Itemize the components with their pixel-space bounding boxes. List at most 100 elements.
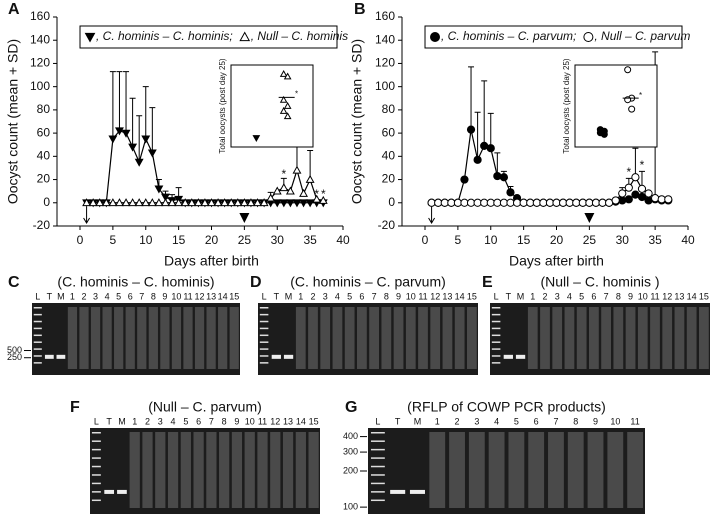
ladder-band [259, 348, 269, 350]
y-tick-label: 100 [30, 79, 50, 93]
x-tick-label: 15 [517, 233, 531, 247]
lane-label: 1 [70, 291, 75, 301]
marker [239, 31, 251, 42]
lane-label: 6 [128, 291, 133, 301]
marker [147, 198, 157, 207]
lane-smear [270, 432, 281, 508]
x-tick-label: 40 [336, 233, 350, 247]
lane-label: 2 [455, 416, 460, 426]
lane-label: L [494, 291, 499, 301]
error-bar [307, 150, 314, 180]
lane-label: 15 [699, 291, 709, 301]
lane-smear [607, 432, 624, 508]
band [56, 354, 66, 359]
x-tick-label: 35 [303, 233, 317, 247]
legend-box [79, 25, 338, 49]
gel [32, 303, 240, 375]
ladder-band [91, 448, 101, 451]
lane-label: L [375, 416, 380, 426]
lane-smear [540, 307, 550, 369]
marker [226, 198, 236, 207]
lane-smear [231, 432, 243, 508]
lane-smear [244, 432, 255, 508]
ladder-band [91, 491, 101, 493]
marker [631, 173, 640, 182]
ladder-band [370, 491, 385, 493]
lane-smear [442, 307, 453, 369]
marker [292, 165, 302, 174]
ladder-band [91, 440, 101, 442]
marker [312, 194, 322, 203]
marker [246, 198, 256, 207]
lane-label: 7 [553, 416, 558, 426]
ladder-band [491, 313, 501, 316]
panel-label: D [250, 274, 262, 291]
lane-smear [125, 307, 135, 369]
marker [253, 198, 262, 207]
y-tick-label: -20 [378, 218, 396, 232]
marker [88, 198, 98, 207]
ladder-band [491, 348, 501, 350]
lane-label: 10 [638, 291, 648, 301]
lane-smear [180, 432, 191, 508]
series-line [86, 168, 324, 204]
lane-label: 13 [442, 291, 452, 301]
panel-label: F [70, 399, 80, 416]
lane-label: 8 [616, 291, 621, 301]
ladder-band [370, 440, 385, 442]
lane-label: 10 [610, 416, 620, 426]
marker [628, 105, 636, 113]
ladder-band [33, 341, 42, 343]
lane-label: 8 [573, 416, 578, 426]
ladder-band [259, 355, 269, 357]
lane-label: 7 [139, 291, 144, 301]
lane-label: 6 [196, 416, 201, 426]
legend-label: , Null – C. parvum [594, 29, 690, 43]
size-marker: 500 [7, 345, 22, 355]
panel-label: G [345, 399, 357, 416]
y-tick-label: 140 [30, 32, 50, 46]
ladder-band [91, 482, 101, 485]
band [409, 489, 425, 494]
lane-smear [308, 307, 318, 369]
ladder-band [91, 432, 101, 434]
marker [637, 184, 647, 193]
lane-smear [662, 307, 673, 369]
marker [272, 199, 282, 208]
lane-label: 3 [555, 291, 560, 301]
marker [637, 192, 647, 202]
lane-label: 4 [567, 291, 572, 301]
marker [279, 199, 289, 208]
marker [187, 198, 197, 207]
ladder-band [491, 320, 501, 323]
lane-label: 9 [628, 291, 633, 301]
band [104, 489, 115, 494]
lane-smear [405, 307, 416, 369]
ladder-band [370, 499, 385, 502]
ladder-band [259, 320, 269, 323]
y-tick-label: 140 [375, 32, 395, 46]
ladder-band [370, 482, 385, 485]
gel [368, 428, 645, 514]
error-bar [123, 71, 130, 134]
ladder-band [491, 307, 501, 309]
error-bar [468, 66, 475, 130]
lane-label: L [94, 416, 99, 426]
lane-smear [206, 307, 216, 369]
y-tick-label: 20 [382, 172, 396, 186]
lane-label: 13 [283, 416, 293, 426]
marker [299, 188, 309, 197]
lane-smear [429, 432, 446, 508]
marker [121, 198, 131, 207]
annotation: * [321, 187, 326, 201]
lane-smear [344, 307, 355, 369]
lane-smear [449, 432, 465, 508]
lane-label: 11 [183, 291, 192, 301]
error-bar [149, 107, 156, 153]
lane-label: 1 [530, 291, 535, 301]
ladder-band [491, 327, 501, 330]
marker [285, 199, 295, 208]
marker [279, 95, 288, 103]
y-tick-label: 60 [37, 125, 51, 139]
marker [167, 198, 177, 207]
